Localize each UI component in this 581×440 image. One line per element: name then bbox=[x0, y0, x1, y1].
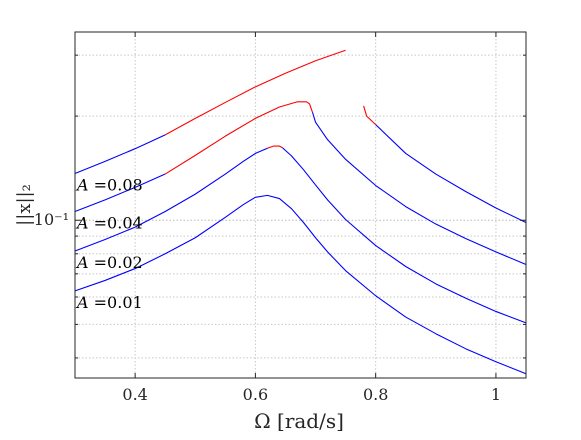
curve-label: A =0.02 bbox=[75, 253, 143, 272]
curve-labels: A =0.01 A =0.02 A =0.04 A =0.08 bbox=[75, 176, 143, 312]
y-tick-label: 10⁻¹ bbox=[34, 210, 69, 229]
curve-label: A =0.08 bbox=[75, 176, 143, 195]
curve-stable-segment bbox=[74, 134, 166, 174]
curve-unstable-segment bbox=[164, 49, 346, 136]
curve-unstable-segment bbox=[164, 101, 314, 175]
curve-label: A =0.04 bbox=[75, 214, 143, 233]
grid-lines bbox=[75, 32, 526, 378]
curve-label: A =0.01 bbox=[75, 293, 143, 312]
curve-stable-segment bbox=[74, 147, 268, 252]
axes bbox=[74, 31, 527, 379]
response-curves bbox=[74, 49, 527, 375]
curve-unstable-segment bbox=[267, 145, 283, 149]
x-tick-label: 1 bbox=[491, 385, 501, 404]
x-tick-label: 0.4 bbox=[122, 385, 147, 404]
x-tick-label: 0.6 bbox=[243, 385, 268, 404]
curve-stable-segment bbox=[74, 173, 166, 213]
y-axis-label: ||x||₂ bbox=[14, 184, 35, 226]
x-axis-label: Ω [rad/s] bbox=[254, 409, 344, 433]
curve-stable-segment bbox=[375, 124, 527, 224]
x-tick-label: 0.8 bbox=[363, 385, 388, 404]
curve-stable-segment bbox=[74, 194, 527, 375]
curve-stable-segment bbox=[312, 112, 527, 265]
curve-unstable-segment bbox=[363, 105, 377, 125]
curve-stable-segment bbox=[282, 147, 527, 324]
axis-ticks: 0.4 0.6 0.8 1 10⁻¹ bbox=[34, 32, 526, 404]
plot-frame bbox=[74, 31, 527, 379]
